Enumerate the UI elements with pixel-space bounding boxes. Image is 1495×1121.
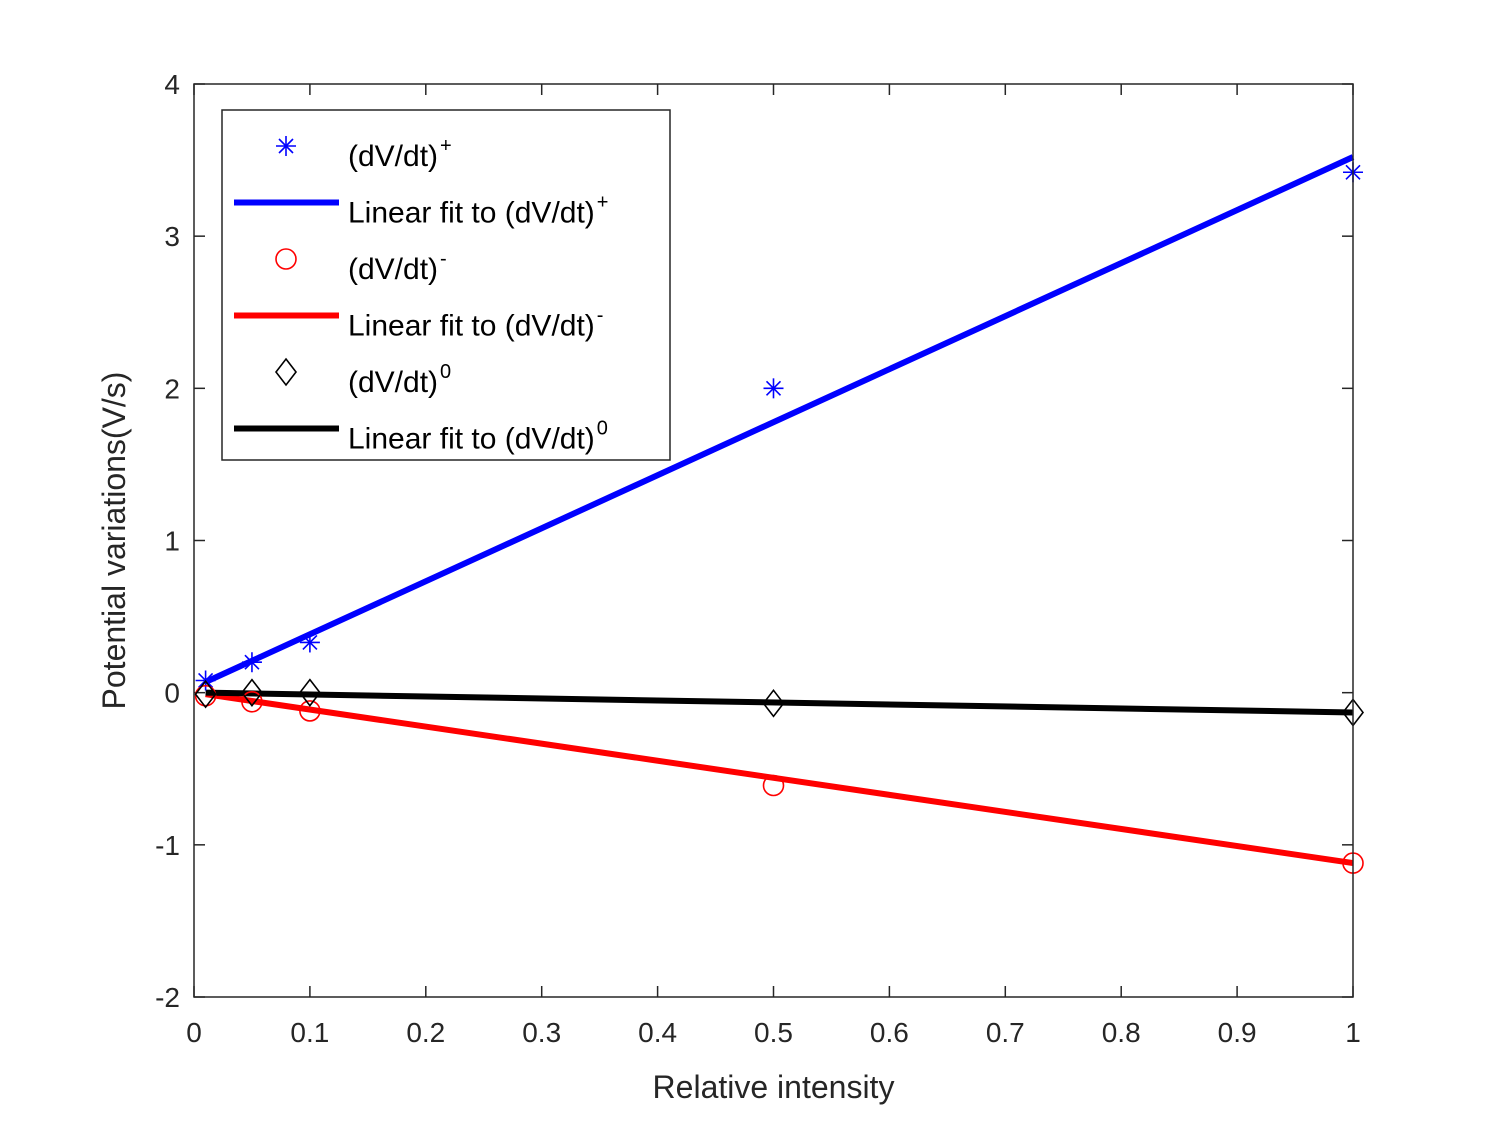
fit-line-3 [205,691,1354,867]
legend-label: Linear fit to (dV/dt) + [348,192,608,230]
data-point [762,689,785,718]
legend-label-text: (dV/dt) [348,366,438,399]
asterisk-stroke [765,380,782,396]
x-tick-label: 0.5 [754,1017,793,1048]
legend-item-1: Linear fit to (dV/dt) + [234,192,608,230]
asterisk-stroke [302,634,318,651]
legend-item-0: (dV/dt) + [276,135,452,173]
axis-ticks: 0 0.1 0.2 0.3 0.4 0.5 0.6 0.7 0.8 0.9 1 -2 -1 0 1 2 3 4 [155,69,1361,1048]
legend-item-2: (dV/dt) - [275,248,447,286]
legend-marker-swatch [276,136,296,156]
data-point [762,774,785,797]
legend: (dV/dt) +Linear fit to (dV/dt) +(dV/dt) -Li… [221,109,671,461]
y-tick-label: 4 [164,69,180,100]
plot-frame [193,83,1354,998]
x-tick-label: 0.7 [986,1017,1025,1048]
x-tick-label: 0.3 [522,1017,561,1048]
fit-line-1 [204,154,1355,685]
point-series-4 [194,678,1365,727]
legend-label-superscript: 0 [440,361,451,383]
x-tick-label: 0.2 [406,1017,445,1048]
x-tick-label: 0.4 [638,1017,677,1048]
data-point [240,678,263,707]
series-layer [194,154,1365,874]
legend-label-superscript: + [440,135,452,157]
fit-line-5 [205,689,1354,716]
data-point [194,679,217,709]
legend-label-text: Linear fit to (dV/dt) [348,310,595,343]
data-point [763,378,784,399]
y-tick-label: 0 [164,678,180,709]
x-axis-label: Relative intensity [653,1069,895,1105]
legend-box [221,109,671,461]
data-point [194,684,217,707]
legend-marker-swatch [275,248,297,270]
legend-label-superscript: - [597,305,604,327]
x-tick-label: 0.8 [1102,1017,1141,1048]
x-tick-label: 0.1 [290,1017,329,1048]
legend-label-superscript: + [597,192,609,214]
legend-label-superscript: 0 [597,418,608,440]
legend-label-text: Linear fit to (dV/dt) [348,197,595,230]
y-tick-label: 3 [164,221,180,252]
legend-item-3: Linear fit to (dV/dt) - [234,305,603,343]
y-tick-label: 2 [164,373,180,404]
y-tick-label: -1 [155,830,180,861]
y-tick-label: 1 [164,526,180,557]
data-point [241,652,262,673]
legend-label: (dV/dt) 0 [348,361,451,399]
y-axis-label: Potential variations(V/s) [96,372,132,710]
legend-label: (dV/dt) - [348,248,447,286]
legend-label-text: (dV/dt) [348,140,438,173]
data-point [298,678,321,707]
legend-item-4: (dV/dt) 0 [274,357,451,399]
legend-label: Linear fit to (dV/dt) - [348,305,603,343]
legend-label-superscript: - [440,248,447,270]
x-tick-label: 0.6 [870,1017,909,1048]
legend-label: (dV/dt) + [348,135,452,173]
data-point [299,632,320,653]
x-tick-label: 0 [186,1017,202,1048]
x-tick-label: 0.9 [1218,1017,1257,1048]
asterisk-stroke [278,138,294,154]
point-series-2 [194,684,1364,874]
data-point [299,700,321,722]
data-point [241,690,263,713]
legend-label: Linear fit to (dV/dt) 0 [348,418,608,456]
asterisk-stroke [244,654,260,670]
legend-item-5: Linear fit to (dV/dt) 0 [234,418,608,456]
legend-marker-swatch [274,357,298,387]
y-tick-label: -2 [155,982,180,1013]
legend-label-text: (dV/dt) [348,253,438,286]
x-tick-label: 1 [1345,1017,1361,1048]
legend-label-text: Linear fit to (dV/dt) [348,423,595,456]
